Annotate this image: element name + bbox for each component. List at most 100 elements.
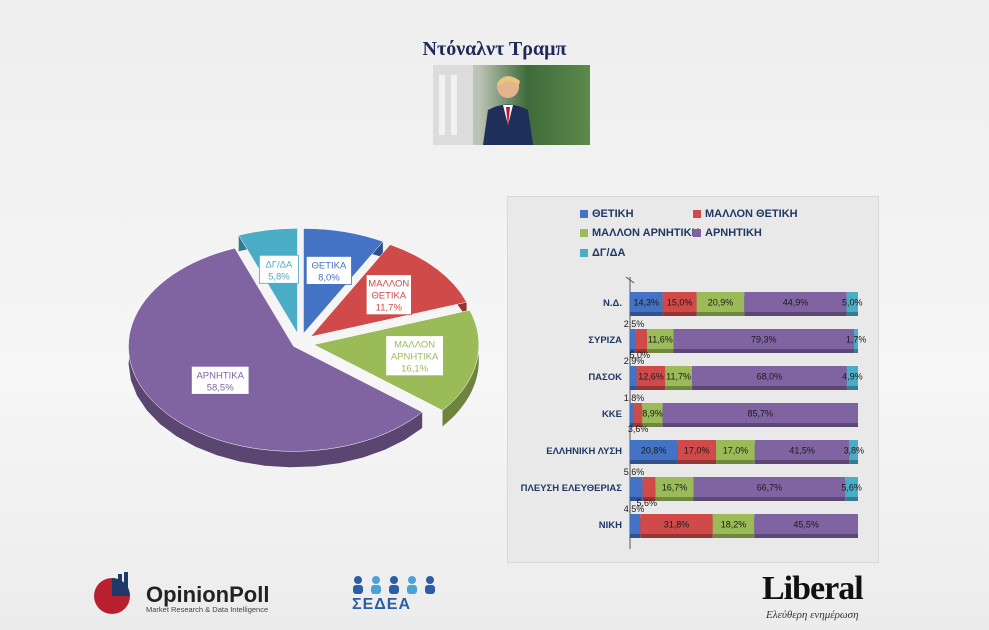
bar-segment bbox=[630, 477, 643, 497]
bar-segment bbox=[635, 329, 648, 349]
bar-segment bbox=[845, 477, 858, 497]
bar-value-label: 11,7% bbox=[666, 372, 691, 382]
bar-value-label: 2,9% bbox=[624, 356, 645, 366]
bar-segment bbox=[662, 292, 697, 312]
bar-segment bbox=[846, 292, 858, 312]
legend-swatch bbox=[693, 229, 701, 238]
bar-segment bbox=[640, 514, 713, 534]
legend-label: ΔΓ/ΔΑ bbox=[592, 247, 626, 259]
pie-category-label: ΘΕΤΙΚΑ bbox=[371, 291, 407, 302]
bar-segment bbox=[630, 514, 641, 534]
pie-slice-side bbox=[128, 248, 423, 468]
bar-segment bbox=[636, 366, 666, 386]
legend-label: ΑΡΝΗΤΙΚΗ bbox=[705, 227, 762, 239]
bar-value-label: 68,0% bbox=[757, 372, 783, 382]
bar-value-label: 17,0% bbox=[684, 446, 710, 456]
sedea-logo-text: ΣΕΔΕΑ bbox=[352, 596, 411, 613]
pie-value-label: 8,0% bbox=[318, 272, 340, 283]
pie-value-label: 16,1% bbox=[401, 364, 428, 375]
bar-segment bbox=[696, 292, 745, 312]
bar-value-label: 41,5% bbox=[789, 446, 815, 456]
pie-label-box bbox=[385, 335, 444, 377]
bar-category-label: ΝΙΚΗ bbox=[599, 520, 622, 531]
page-title: Ντόναλντ Τραμπ bbox=[422, 38, 567, 60]
bar-value-label: 1,8% bbox=[624, 393, 645, 403]
pie-slice-side bbox=[442, 310, 479, 427]
bar-value-label: 31,8% bbox=[664, 520, 690, 530]
bar-value-label: 2,5% bbox=[624, 319, 645, 329]
bar-category-label: ΠΛΕΥΣΗ ΕΛΕΥΘΕΡΙΑΣ bbox=[521, 483, 623, 494]
bar-value-label: 66,7% bbox=[757, 483, 783, 493]
pie-label-box bbox=[365, 274, 412, 316]
bar-segment bbox=[655, 477, 694, 497]
legend-item-dk-na: ΔΓ/ΔΑ bbox=[580, 247, 625, 259]
pie-value-label: 58,5% bbox=[207, 382, 234, 393]
bar-value-label: 5,6% bbox=[841, 483, 862, 493]
pie-chart: ΘΕΤΙΚΑ8,0%ΜΑΛΛΟΝΘΕΤΙΚΑ11,7%ΜΑΛΛΟΝΑΡΝΗΤΙΚ… bbox=[128, 228, 480, 468]
legend-item-rather-negative: ΜΑΛΛΟΝ ΑΡΝΗΤΙΚΗ bbox=[580, 227, 699, 239]
bar-value-label: 8,9% bbox=[642, 409, 663, 419]
bar-segment bbox=[716, 440, 755, 460]
bar-value-label: 4,9% bbox=[842, 372, 863, 382]
legend-swatch bbox=[580, 229, 588, 238]
legend-swatch bbox=[580, 249, 588, 258]
bar-segment bbox=[692, 366, 847, 386]
bar-segment bbox=[712, 514, 755, 534]
opinionpoll-logo-icon bbox=[94, 572, 130, 614]
bar-segment bbox=[849, 440, 858, 460]
bar-value-label: 14,3% bbox=[634, 298, 660, 308]
bar-segment bbox=[647, 329, 674, 349]
bar-value-label: 79,3% bbox=[751, 335, 777, 345]
bar-category-label: ΣΥΡΙΖΑ bbox=[588, 335, 622, 346]
sedea-logo-icon bbox=[353, 576, 435, 594]
bar-segment bbox=[673, 329, 855, 349]
legend-swatch bbox=[693, 210, 701, 219]
opinionpoll-logo-text: OpinionPoll bbox=[146, 582, 270, 607]
opinionpoll-tagline: Market Research & Data Intelligence bbox=[146, 605, 269, 614]
bar-value-label: 5,6% bbox=[636, 498, 657, 508]
pie-slice bbox=[128, 247, 423, 452]
bar-value-label: 17,0% bbox=[723, 446, 749, 456]
bar-segment bbox=[630, 403, 635, 423]
bar-value-label: 18,2% bbox=[721, 520, 747, 530]
legend-label: ΜΑΛΛΟΝ ΘΕΤΙΚΗ bbox=[705, 208, 798, 220]
legend-swatch bbox=[580, 210, 588, 219]
bar-segment bbox=[754, 440, 850, 460]
legend-item-rather-positive: ΜΑΛΛΟΝ ΘΕΤΙΚΗ bbox=[693, 208, 798, 220]
bar-value-label: 45,5% bbox=[793, 520, 819, 530]
bar-segment bbox=[754, 514, 858, 534]
portrait-photo bbox=[433, 65, 590, 145]
bar-value-label: 3,8% bbox=[843, 446, 864, 456]
bar-category-label: Ν.Δ. bbox=[603, 298, 622, 309]
bar-segment bbox=[630, 329, 636, 349]
legend-label: ΘΕΤΙΚΗ bbox=[592, 208, 634, 220]
bar-value-label: 16,7% bbox=[662, 483, 688, 493]
liberal-tagline: Ελεύθερη ενημέρωση bbox=[766, 609, 859, 621]
bar-value-label: 5,6% bbox=[624, 467, 645, 477]
bar-segment bbox=[630, 440, 678, 460]
bar-value-label: 20,8% bbox=[641, 446, 667, 456]
legend-item-positive: ΘΕΤΙΚΗ bbox=[580, 208, 634, 220]
bar-value-label: 4,5% bbox=[624, 504, 645, 514]
bar-value-label: 3,6% bbox=[628, 424, 649, 434]
bar-value-label: 12,6% bbox=[638, 372, 664, 382]
bar-chart-panel: ΘΕΤΙΚΗ ΜΑΛΛΟΝ ΘΕΤΙΚΗ ΜΑΛΛΟΝ ΑΡΝΗΤΙΚΗ ΑΡΝ… bbox=[507, 196, 879, 563]
liberal-logo-text: Liberal bbox=[762, 570, 864, 607]
pie-label-box bbox=[258, 254, 299, 284]
bar-segment bbox=[634, 403, 643, 423]
bar-segment bbox=[693, 477, 846, 497]
bar-segment bbox=[630, 292, 663, 312]
bar-segment bbox=[642, 403, 663, 423]
pie-label-box bbox=[305, 255, 352, 285]
bar-value-label: 20,9% bbox=[708, 298, 734, 308]
legend-label: ΜΑΛΛΟΝ ΑΡΝΗΤΙΚΗ bbox=[592, 227, 700, 239]
bar-value-label: 1,7% bbox=[846, 335, 867, 345]
bar-segment bbox=[630, 366, 637, 386]
pie-category-label: ΜΑΛΛΟΝ bbox=[394, 340, 435, 351]
bar-segment bbox=[642, 477, 656, 497]
pie-category-label: ΑΡΝΗΤΙΚΑ bbox=[196, 370, 244, 381]
bar-value-label: 15,0% bbox=[667, 298, 693, 308]
bar-segment bbox=[854, 329, 858, 349]
bar-value-label: 85,7% bbox=[748, 409, 774, 419]
bar-value-label: 5,0% bbox=[842, 298, 863, 308]
